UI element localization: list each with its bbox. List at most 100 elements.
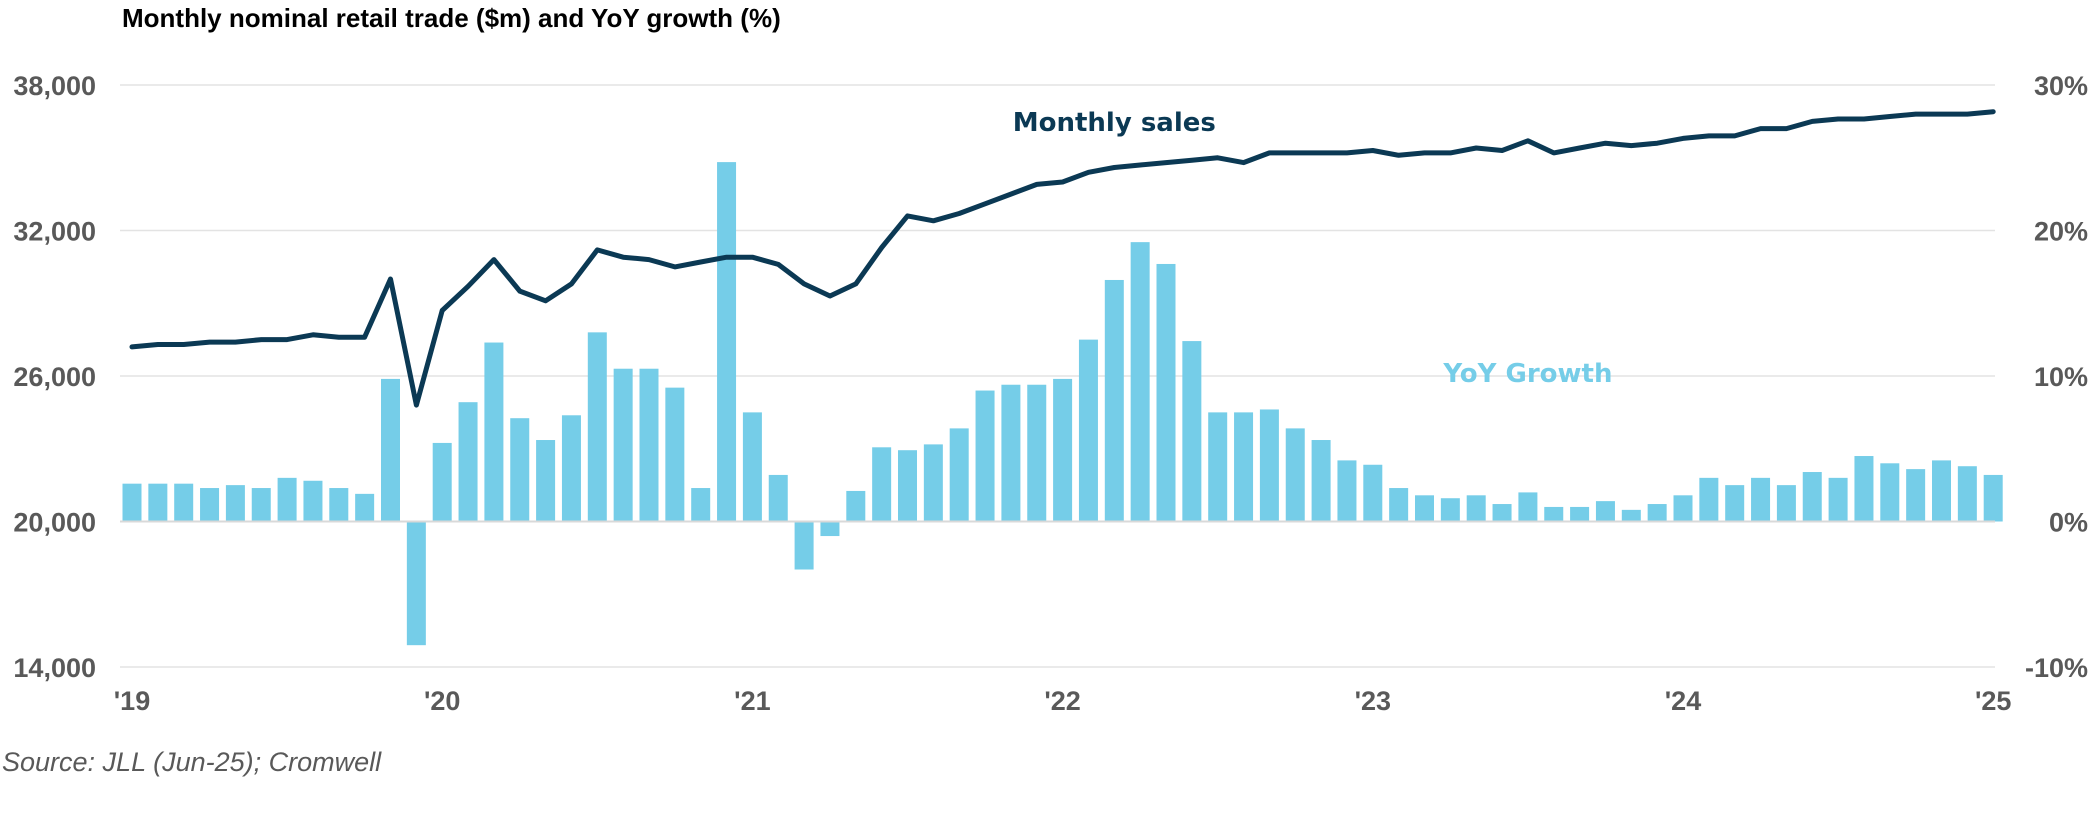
yoy-growth-bar bbox=[768, 474, 788, 522]
yoy-growth-bar bbox=[1854, 456, 1874, 522]
x-tick-label: '24 bbox=[1665, 686, 1701, 716]
yoy-growth-bar bbox=[898, 450, 917, 522]
left-tick-label: 26,000 bbox=[13, 362, 96, 392]
right-tick-label: 10% bbox=[2034, 362, 2088, 392]
yoy-growth-bar bbox=[1440, 498, 1460, 522]
yoy-growth-bar bbox=[1595, 501, 1615, 522]
yoy-growth-bar bbox=[1363, 464, 1383, 522]
right-tick-label: 20% bbox=[2034, 217, 2088, 247]
yoy-growth-bar bbox=[1932, 460, 1951, 522]
yoy-growth-bar bbox=[742, 412, 762, 522]
x-axis-ticks: '19 '20 '21 '22 '23 '24 '25 bbox=[114, 686, 2012, 716]
yoy-growth-bar bbox=[1492, 504, 1512, 522]
yoy-growth-bar bbox=[975, 390, 995, 522]
yoy-growth-bar bbox=[1027, 384, 1047, 522]
yoy-growth-bar bbox=[1389, 488, 1409, 522]
left-tick-label: 14,000 bbox=[13, 653, 96, 683]
yoy-growth-bar bbox=[949, 428, 969, 522]
yoy-growth-bar bbox=[1234, 412, 1254, 522]
yoy-growth-bar bbox=[122, 483, 142, 522]
source-note: Source: JLL (Jun-25); Cromwell bbox=[2, 747, 382, 777]
yoy-growth-bar bbox=[355, 493, 375, 522]
yoy-growth-bar bbox=[1285, 428, 1305, 522]
x-tick-label: '20 bbox=[424, 686, 460, 716]
yoy-growth-bar bbox=[225, 485, 245, 522]
x-tick-label: '21 bbox=[734, 686, 770, 716]
yoy-growth-bar bbox=[1776, 485, 1796, 522]
yoy-growth-bar bbox=[1518, 492, 1538, 522]
yoy-growth-bar bbox=[1208, 412, 1228, 522]
yoy-growth-bar bbox=[458, 402, 478, 522]
right-axis-ticks: -10% 0% 10% 20% 30% bbox=[2025, 71, 2088, 683]
left-tick-label: 38,000 bbox=[13, 71, 96, 101]
yoy-growth-bar bbox=[1802, 472, 1822, 522]
left-axis-ticks: 14,000 20,000 26,000 32,000 38,000 bbox=[13, 71, 96, 683]
yoy-growth-bar bbox=[1259, 409, 1279, 522]
x-tick-label: '25 bbox=[1975, 686, 2011, 716]
yoy-growth-bar bbox=[639, 368, 659, 522]
yoy-growth-bar bbox=[484, 342, 504, 522]
yoy-growth-bar bbox=[406, 521, 426, 646]
left-tick-label: 32,000 bbox=[13, 217, 96, 247]
yoy-growth-bar bbox=[1130, 242, 1150, 522]
yoy-growth-bar bbox=[794, 521, 814, 570]
yoy-growth-bar bbox=[1466, 495, 1486, 522]
yoy-growth-bar bbox=[536, 440, 556, 522]
yoy-growth-bar bbox=[1156, 263, 1176, 522]
yoy-growth-bar bbox=[1544, 506, 1564, 522]
yoy-growth-bar bbox=[510, 418, 530, 522]
yoy-growth-bar bbox=[1647, 504, 1667, 522]
x-tick-label: '22 bbox=[1044, 686, 1080, 716]
yoy-growth-bar bbox=[1570, 506, 1590, 522]
left-tick-label: 20,000 bbox=[13, 508, 96, 538]
yoy-growth-bar bbox=[1053, 378, 1073, 522]
right-tick-label: 30% bbox=[2034, 71, 2088, 101]
yoy-growth-bar bbox=[174, 483, 194, 522]
monthly-sales-line bbox=[129, 109, 1996, 408]
yoy-growth-bar bbox=[200, 488, 220, 522]
yoy-growth-bar bbox=[665, 387, 685, 522]
yoy-growth-bar bbox=[613, 368, 633, 522]
yoy-growth-bar bbox=[1104, 279, 1124, 522]
yoy-growth-bar bbox=[303, 480, 323, 522]
yoy-growth-bar bbox=[846, 490, 866, 522]
yoy-growth-bar bbox=[432, 442, 452, 522]
yoy-growth-bar bbox=[1906, 469, 1926, 522]
yoy-growth-bar bbox=[1751, 477, 1771, 522]
yoy-growth-bar bbox=[923, 444, 943, 522]
yoy-growth-bar bbox=[1311, 440, 1331, 522]
yoy-growth-bar bbox=[329, 488, 349, 522]
monthly-sales-label: Monthly sales bbox=[1013, 108, 1216, 138]
right-tick-label: -10% bbox=[2025, 653, 2088, 683]
yoy-growth-bar bbox=[872, 447, 892, 522]
yoy-growth-bar bbox=[1337, 460, 1357, 522]
yoy-growth-bar bbox=[1182, 341, 1202, 522]
yoy-growth-bar bbox=[1983, 474, 2003, 522]
yoy-growth-bar bbox=[717, 162, 737, 522]
yoy-growth-bars bbox=[122, 162, 2003, 646]
yoy-growth-bar bbox=[1880, 463, 1900, 522]
x-tick-label: '23 bbox=[1355, 686, 1391, 716]
yoy-growth-bar bbox=[561, 415, 581, 522]
gridlines bbox=[120, 84, 1995, 668]
yoy-growth-bar bbox=[1957, 466, 1977, 522]
yoy-growth-bar bbox=[1621, 509, 1641, 522]
yoy-growth-bar bbox=[381, 378, 400, 522]
yoy-growth-bar bbox=[251, 488, 271, 522]
yoy-growth-bar bbox=[1078, 339, 1098, 522]
chart-title: Monthly nominal retail trade ($m) and Yo… bbox=[122, 3, 781, 33]
yoy-growth-bar bbox=[1415, 495, 1434, 522]
yoy-growth-bar bbox=[277, 477, 297, 522]
yoy-growth-bar bbox=[691, 488, 711, 522]
right-tick-label: 0% bbox=[2049, 508, 2088, 538]
yoy-growth-bar bbox=[148, 483, 168, 522]
yoy-growth-bar bbox=[820, 521, 840, 537]
yoy-growth-label: YoY Growth bbox=[1442, 359, 1612, 389]
yoy-growth-bar bbox=[1673, 495, 1693, 522]
x-tick-label: '19 bbox=[114, 686, 150, 716]
yoy-growth-bar bbox=[1001, 384, 1021, 522]
yoy-growth-bar bbox=[1725, 485, 1745, 522]
yoy-growth-bar bbox=[1699, 477, 1719, 522]
yoy-growth-bar bbox=[587, 332, 607, 522]
